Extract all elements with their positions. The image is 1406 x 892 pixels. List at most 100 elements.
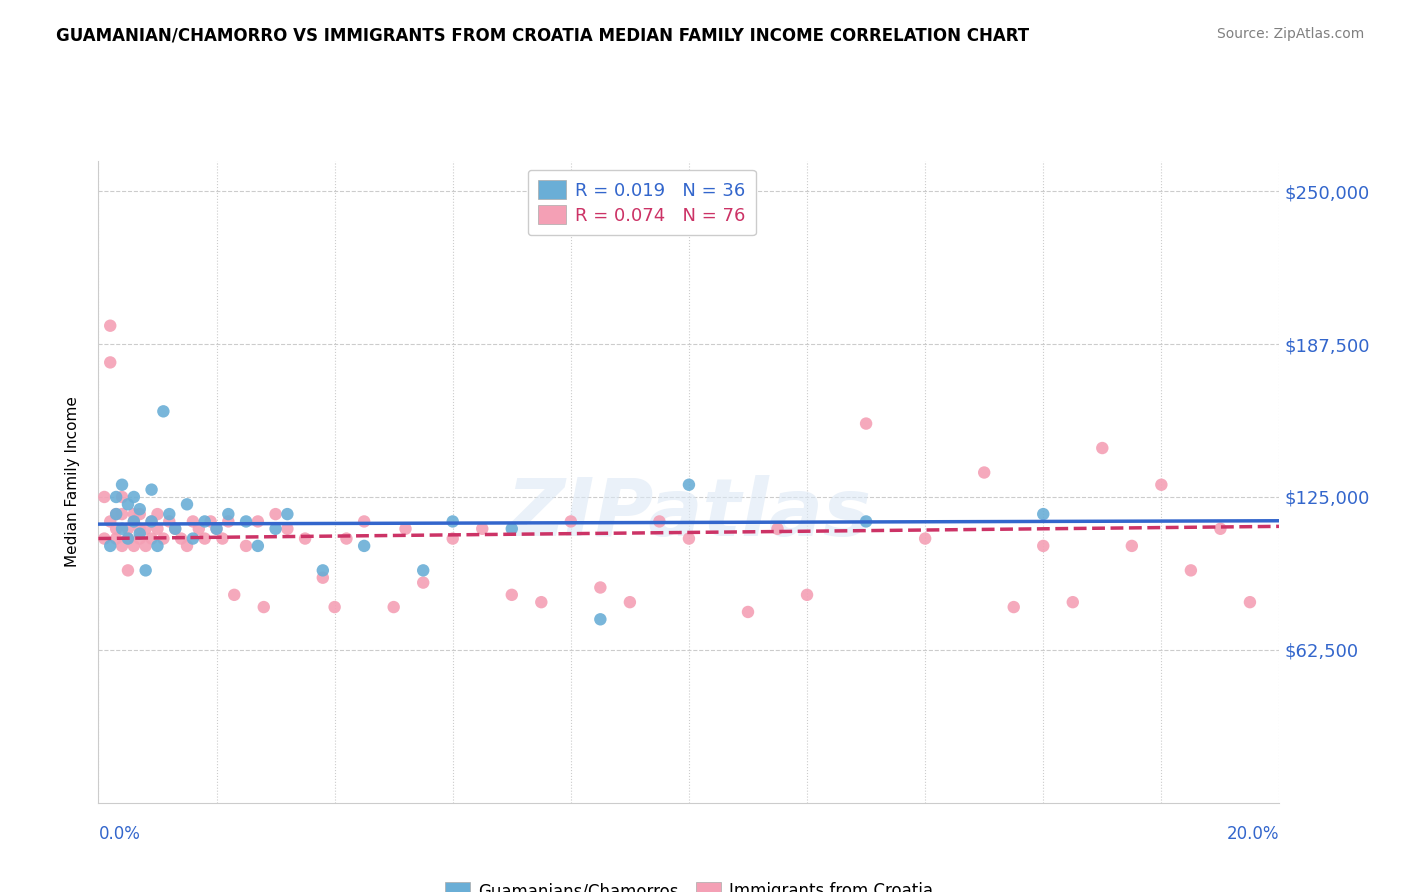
Point [855,515,877,529]
Point [589,612,612,626]
Point [98,539,121,553]
Text: 20.0%: 20.0% [1227,825,1279,843]
Point [135,522,157,536]
Text: GUAMANIAN/CHAMORRO VS IMMIGRANTS FROM CROATIA MEDIAN FAMILY INCOME CORRELATION C: GUAMANIAN/CHAMORRO VS IMMIGRANTS FROM CR… [56,27,1029,45]
Point [441,532,464,546]
Point [412,563,434,577]
Point [501,588,523,602]
Point [165,522,187,536]
Point [312,571,335,585]
Point [98,318,121,333]
Point [141,483,163,497]
Point [294,532,316,546]
Point [530,595,553,609]
Point [1032,539,1054,553]
Point [678,477,700,491]
Point [128,507,150,521]
Point [146,539,169,553]
Point [619,595,641,609]
Point [1209,522,1232,536]
Point [217,515,239,529]
Point [111,522,134,536]
Point [412,575,434,590]
Point [205,522,228,536]
Point [441,515,464,529]
Point [471,522,494,536]
Point [264,522,287,536]
Point [93,532,115,546]
Point [135,563,157,577]
Point [187,522,209,536]
Point [152,532,174,546]
Point [117,497,139,511]
Point [98,355,121,369]
Point [253,600,276,615]
Point [276,507,298,521]
Point [117,532,139,546]
Point [205,522,228,536]
Point [117,522,139,536]
Point [973,466,995,480]
Point [122,515,145,529]
Point [117,563,139,577]
Point [276,522,298,536]
Point [1150,477,1173,491]
Point [135,539,157,553]
Point [235,515,257,529]
Point [1002,600,1025,615]
Point [211,532,233,546]
Point [128,502,150,516]
Point [157,507,180,521]
Point [560,515,582,529]
Point [141,515,163,529]
Point [128,532,150,546]
Point [170,532,193,546]
Point [1180,563,1202,577]
Point [146,522,169,536]
Point [264,507,287,521]
Point [235,539,257,553]
Point [105,522,128,536]
Point [157,515,180,529]
Point [176,539,198,553]
Point [176,497,198,511]
Point [855,417,877,431]
Point [200,515,222,529]
Point [181,532,204,546]
Point [737,605,759,619]
Point [122,515,145,529]
Point [217,507,239,521]
Point [117,532,139,546]
Point [141,532,163,546]
Point [1121,539,1143,553]
Point [111,507,134,521]
Point [122,490,145,504]
Legend: Guamanians/Chamorros, Immigrants from Croatia: Guamanians/Chamorros, Immigrants from Cr… [434,871,943,892]
Point [98,515,121,529]
Point [246,539,269,553]
Point [122,507,145,521]
Point [394,522,416,536]
Point [1091,441,1114,455]
Point [111,477,134,491]
Point [181,515,204,529]
Point [246,515,269,529]
Point [105,507,128,521]
Point [766,522,789,536]
Point [335,532,357,546]
Point [111,490,134,504]
Point [1032,507,1054,521]
Point [152,404,174,418]
Point [194,532,217,546]
Point [111,539,134,553]
Point [382,600,405,615]
Point [93,490,115,504]
Point [1239,595,1261,609]
Point [353,515,375,529]
Point [105,490,128,504]
Point [1062,595,1084,609]
Point [105,507,128,521]
Point [353,539,375,553]
Point [105,532,128,546]
Text: 0.0%: 0.0% [98,825,141,843]
